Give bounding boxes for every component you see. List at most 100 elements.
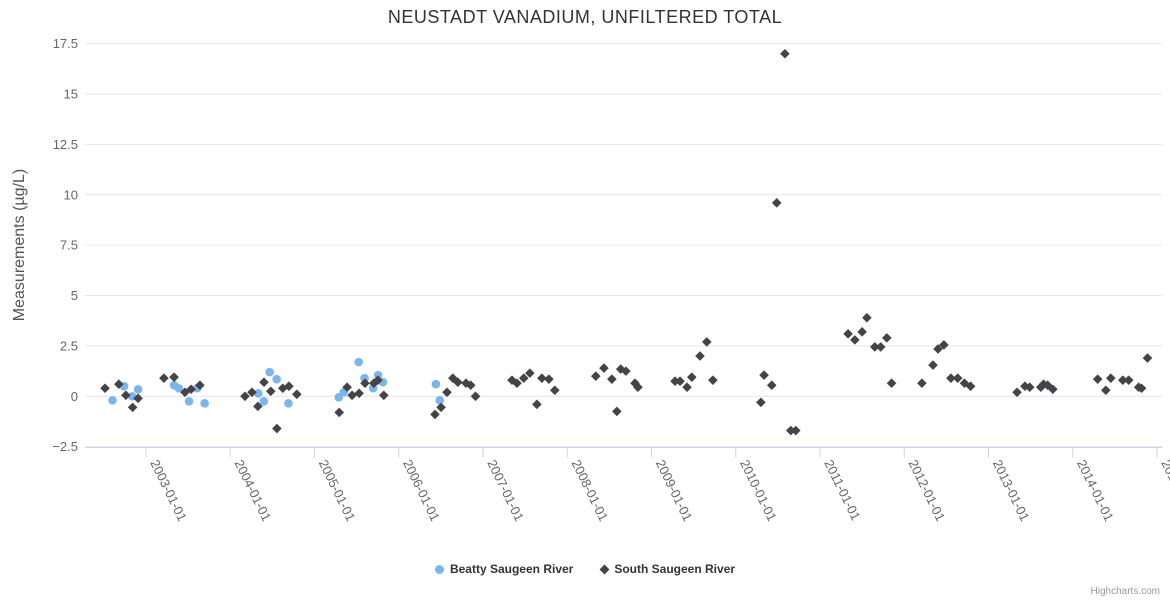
data-point-series-0[interactable] — [133, 384, 143, 394]
data-point-series-1[interactable] — [1036, 382, 1046, 393]
data-point-series-0[interactable] — [200, 399, 209, 408]
data-point-series-0[interactable] — [259, 397, 269, 406]
data-point-series-1[interactable] — [780, 48, 790, 59]
data-point-series-1[interactable] — [121, 390, 131, 401]
data-point-series-1[interactable] — [1118, 375, 1128, 385]
data-point-series-1[interactable] — [1092, 374, 1103, 384]
data-point-series-1[interactable] — [965, 381, 976, 392]
data-point-series-1[interactable] — [1105, 373, 1116, 383]
data-point-series-1[interactable] — [334, 407, 344, 418]
data-point-series-1[interactable] — [939, 340, 949, 350]
data-point-series-0[interactable] — [431, 379, 441, 389]
data-point-series-1[interactable] — [549, 385, 560, 396]
data-point-series-1[interactable] — [461, 378, 471, 389]
highcharts-credits-link[interactable]: Highcharts.com — [1090, 586, 1160, 597]
data-point-series-1[interactable] — [917, 378, 927, 389]
data-point-series-1[interactable] — [687, 372, 697, 382]
data-point-series-1[interactable] — [612, 406, 622, 417]
data-point-series-0[interactable] — [108, 396, 117, 405]
data-point-series-1[interactable] — [442, 387, 452, 398]
data-point-series-1[interactable] — [1136, 383, 1147, 394]
data-point-series-1[interactable] — [360, 378, 370, 389]
data-point-series-1[interactable] — [347, 390, 357, 401]
data-point-series-1[interactable] — [195, 380, 205, 391]
data-point-series-1[interactable] — [265, 386, 276, 397]
data-point-series-1[interactable] — [682, 382, 692, 393]
data-point-series-0[interactable] — [184, 397, 194, 406]
data-point-series-1[interactable] — [512, 378, 522, 389]
data-point-series-1[interactable] — [1123, 375, 1134, 385]
data-point-series-1[interactable] — [436, 402, 446, 413]
data-point-series-1[interactable] — [933, 344, 943, 354]
data-point-series-1[interactable] — [284, 381, 294, 392]
legend-item-beatty-saugeen-river[interactable]: Beatty Saugeen River — [434, 562, 573, 576]
data-point-series-1[interactable] — [959, 378, 970, 389]
data-point-series-1[interactable] — [607, 374, 617, 384]
data-point-series-1[interactable] — [259, 377, 269, 387]
data-point-series-0[interactable] — [254, 388, 263, 398]
legend-item-south-saugeen-river[interactable]: South Saugeen River — [599, 562, 735, 576]
data-point-series-1[interactable] — [247, 387, 257, 398]
data-point-series-1[interactable] — [253, 401, 263, 412]
data-point-series-1[interactable] — [453, 377, 463, 387]
data-point-series-0[interactable] — [265, 367, 274, 377]
data-point-series-1[interactable] — [1024, 382, 1035, 393]
data-point-series-1[interactable] — [518, 373, 529, 383]
data-point-series-1[interactable] — [342, 382, 352, 393]
data-point-series-1[interactable] — [354, 388, 364, 399]
data-point-series-1[interactable] — [470, 391, 481, 402]
data-point-series-1[interactable] — [785, 425, 796, 436]
data-point-series-1[interactable] — [857, 327, 867, 337]
data-point-series-1[interactable] — [886, 378, 897, 389]
data-point-series-0[interactable] — [435, 396, 445, 405]
data-point-series-1[interactable] — [127, 402, 138, 413]
data-point-series-1[interactable] — [1012, 387, 1022, 398]
data-point-series-1[interactable] — [159, 373, 169, 383]
data-point-series-1[interactable] — [701, 337, 712, 347]
data-point-series-1[interactable] — [1048, 384, 1058, 395]
data-point-series-0[interactable] — [174, 383, 184, 393]
data-point-series-1[interactable] — [448, 373, 458, 383]
data-point-series-1[interactable] — [870, 342, 880, 352]
data-point-series-0[interactable] — [284, 399, 293, 408]
data-point-series-1[interactable] — [756, 397, 766, 408]
data-point-series-1[interactable] — [928, 360, 938, 370]
data-point-series-1[interactable] — [525, 368, 535, 378]
data-point-series-1[interactable] — [590, 371, 601, 381]
data-point-series-1[interactable] — [675, 376, 685, 386]
data-point-series-1[interactable] — [100, 383, 110, 394]
data-point-series-1[interactable] — [379, 390, 389, 401]
data-point-series-1[interactable] — [695, 351, 705, 361]
data-point-series-0[interactable] — [373, 370, 383, 380]
data-point-series-1[interactable] — [759, 370, 769, 380]
data-point-series-0[interactable] — [354, 357, 363, 367]
data-point-series-1[interactable] — [292, 389, 302, 400]
data-point-series-1[interactable] — [875, 342, 886, 352]
data-point-series-1[interactable] — [180, 387, 190, 398]
data-point-series-1[interactable] — [952, 373, 963, 383]
data-point-series-1[interactable] — [465, 380, 476, 391]
data-point-series-1[interactable] — [1142, 353, 1153, 363]
data-point-series-1[interactable] — [277, 383, 288, 394]
data-point-series-1[interactable] — [708, 375, 718, 385]
data-point-series-1[interactable] — [771, 198, 782, 208]
data-point-series-1[interactable] — [272, 423, 282, 434]
data-point-series-1[interactable] — [621, 366, 631, 376]
data-point-series-1[interactable] — [186, 384, 196, 395]
data-point-series-1[interactable] — [1101, 385, 1111, 396]
data-point-series-1[interactable] — [882, 333, 892, 343]
data-point-series-1[interactable] — [537, 373, 547, 383]
data-point-series-1[interactable] — [544, 374, 554, 384]
data-point-series-1[interactable] — [599, 363, 609, 373]
data-point-series-1[interactable] — [373, 375, 383, 385]
data-point-series-1[interactable] — [862, 312, 872, 323]
data-point-series-1[interactable] — [114, 379, 124, 390]
data-point-series-1[interactable] — [169, 372, 179, 382]
data-point-series-0[interactable] — [272, 374, 281, 384]
data-point-series-1[interactable] — [430, 409, 440, 420]
data-point-series-1[interactable] — [240, 391, 250, 402]
data-point-series-1[interactable] — [766, 380, 777, 391]
data-point-series-1[interactable] — [790, 425, 801, 436]
data-point-series-1[interactable] — [532, 399, 542, 410]
data-point-series-1[interactable] — [369, 378, 379, 389]
